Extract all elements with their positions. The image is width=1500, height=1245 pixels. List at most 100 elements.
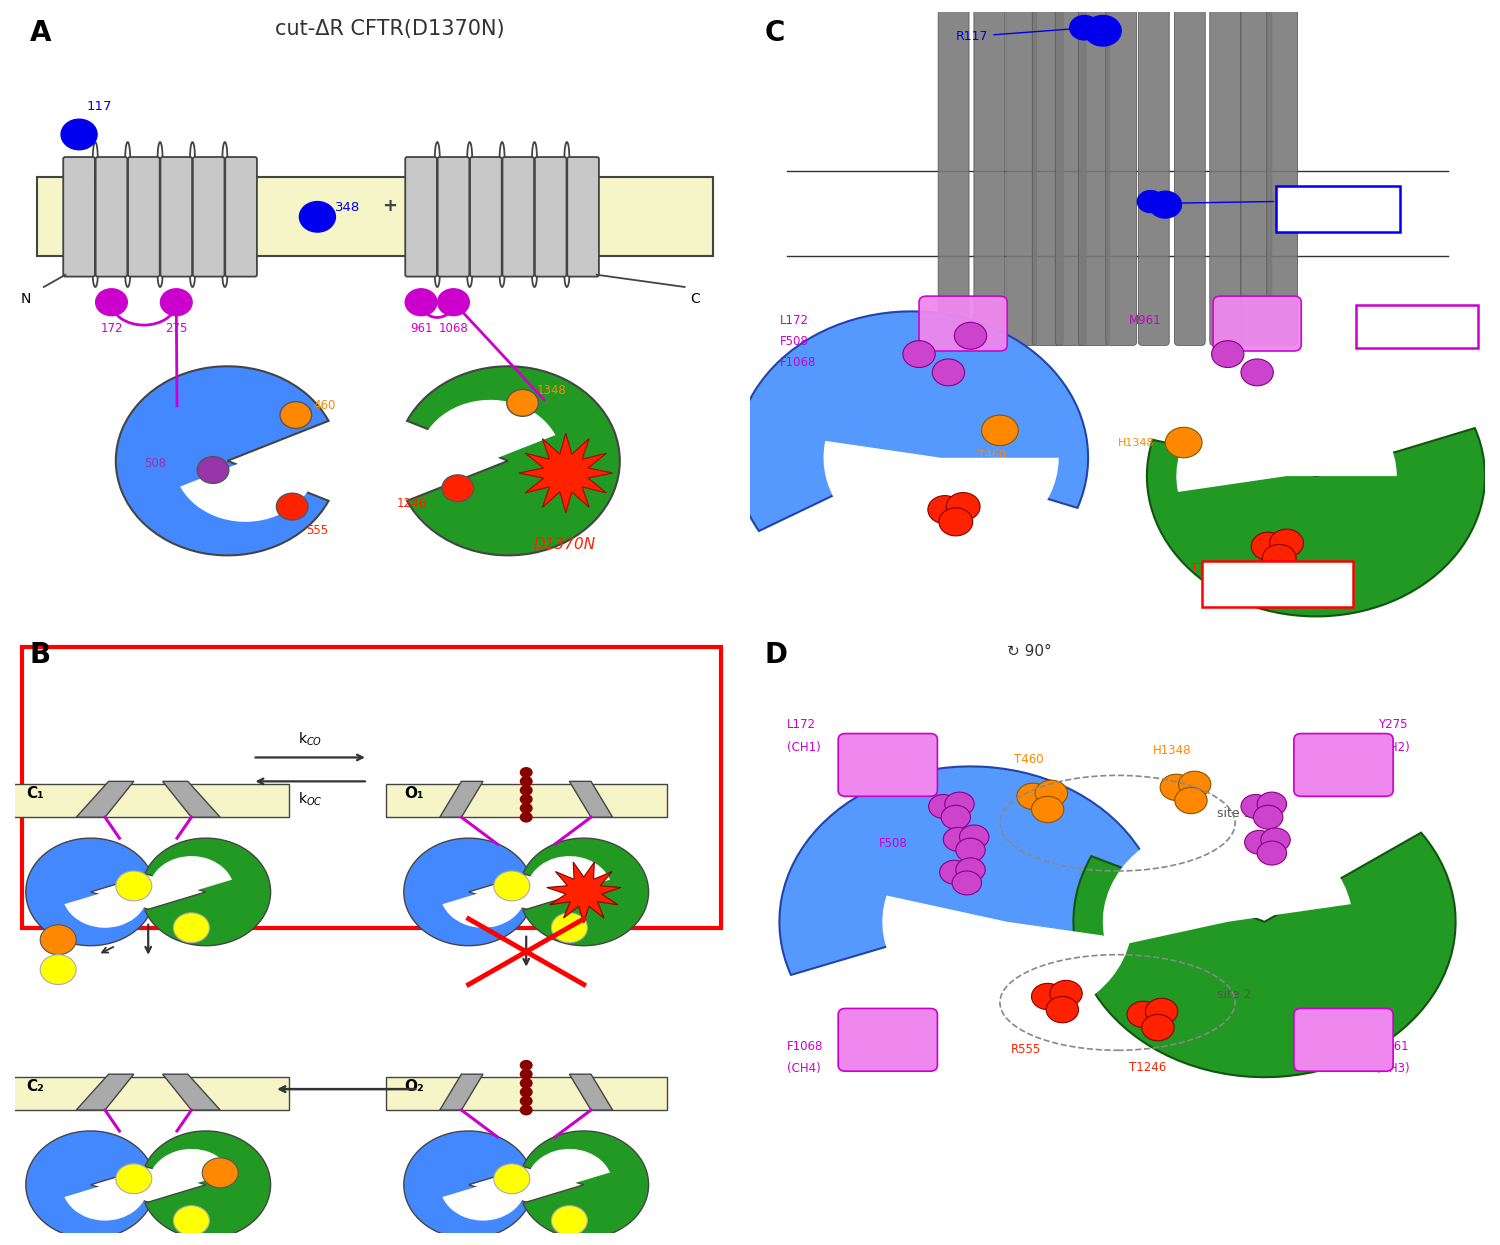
Text: k$_{OC}$: k$_{OC}$ [298,791,322,808]
Circle shape [552,1205,588,1235]
Text: M961: M961 [1128,314,1161,326]
FancyBboxPatch shape [1138,0,1170,346]
Circle shape [1142,1015,1174,1041]
FancyBboxPatch shape [920,296,1008,351]
Wedge shape [1102,820,1352,949]
Circle shape [1137,190,1164,213]
Text: C: C [765,19,784,46]
Text: F1068: F1068 [780,356,816,370]
Text: site 1: site 1 [1216,807,1251,820]
Text: k$_{CO}$: k$_{CO}$ [298,731,322,748]
Wedge shape [882,895,1131,1023]
FancyBboxPatch shape [22,647,720,928]
FancyBboxPatch shape [1356,305,1478,347]
Circle shape [196,457,230,483]
Circle shape [519,1087,532,1098]
FancyBboxPatch shape [536,157,567,276]
Text: 961: 961 [410,321,432,335]
Text: R555: R555 [1011,1043,1041,1056]
Text: Φ=0.5: Φ=0.5 [1396,320,1438,334]
Bar [8,1077,288,1111]
Circle shape [174,1205,210,1235]
Circle shape [40,925,76,955]
Text: C₁: C₁ [26,786,44,801]
Wedge shape [404,838,530,946]
FancyBboxPatch shape [503,157,534,276]
Circle shape [494,1164,530,1194]
Wedge shape [1074,833,1455,1077]
Circle shape [1070,15,1100,40]
Circle shape [1146,998,1178,1025]
Text: 117: 117 [87,100,112,113]
Wedge shape [419,400,555,487]
Text: +: + [382,197,398,214]
Circle shape [96,289,128,316]
Polygon shape [570,782,612,817]
Circle shape [1046,996,1078,1023]
Wedge shape [1148,428,1485,616]
Circle shape [1269,529,1304,558]
Circle shape [494,872,530,901]
Text: 508: 508 [144,457,166,469]
Text: T460: T460 [1014,753,1044,767]
Circle shape [1160,774,1192,801]
Polygon shape [440,782,483,817]
Text: (CH3): (CH3) [1377,1062,1410,1076]
Circle shape [1050,980,1082,1007]
Circle shape [956,858,986,881]
Circle shape [940,806,970,829]
Circle shape [160,289,192,316]
Text: 460: 460 [314,398,336,412]
Text: (CH4): (CH4) [786,1062,820,1076]
Circle shape [928,794,958,818]
Circle shape [954,322,987,349]
Text: Y275: Y275 [1360,308,1389,320]
Circle shape [1254,806,1282,829]
Circle shape [276,493,308,520]
Text: F508: F508 [780,335,808,347]
Text: 348: 348 [336,200,360,214]
Text: (CH2): (CH2) [1377,742,1410,754]
Polygon shape [162,782,220,817]
Text: H1348: H1348 [1154,745,1192,757]
FancyBboxPatch shape [1240,0,1272,346]
Text: H1348: H1348 [1118,437,1154,448]
FancyBboxPatch shape [63,157,94,276]
Wedge shape [64,1173,148,1220]
Circle shape [981,415,1018,446]
Wedge shape [406,366,620,555]
Wedge shape [442,880,526,928]
Circle shape [1032,797,1064,823]
FancyBboxPatch shape [160,157,192,276]
Polygon shape [546,862,621,923]
Text: C: C [690,293,700,306]
FancyBboxPatch shape [194,157,225,276]
Circle shape [1017,783,1048,809]
FancyBboxPatch shape [839,1008,938,1071]
FancyBboxPatch shape [1078,0,1110,346]
Text: F1068: F1068 [786,1041,824,1053]
FancyBboxPatch shape [470,157,501,276]
Wedge shape [148,1149,232,1196]
FancyBboxPatch shape [974,0,1005,346]
Text: L172: L172 [786,717,816,731]
Circle shape [1174,787,1208,814]
Text: L172: L172 [780,314,808,326]
Text: ↻ 90°: ↻ 90° [1007,644,1052,659]
Text: Φ=0.2: Φ=0.2 [1317,203,1359,215]
Circle shape [519,784,532,796]
Wedge shape [524,838,648,946]
Circle shape [1084,15,1120,46]
Bar [386,784,666,817]
FancyBboxPatch shape [225,157,256,276]
FancyBboxPatch shape [839,733,938,797]
Polygon shape [76,1074,134,1111]
Circle shape [952,872,981,895]
Circle shape [174,913,210,942]
Text: (CH1): (CH1) [786,742,820,754]
Text: 1348: 1348 [537,383,567,397]
Circle shape [202,1158,238,1188]
Circle shape [300,202,336,232]
Text: R555: R555 [930,535,958,545]
Circle shape [939,508,972,535]
